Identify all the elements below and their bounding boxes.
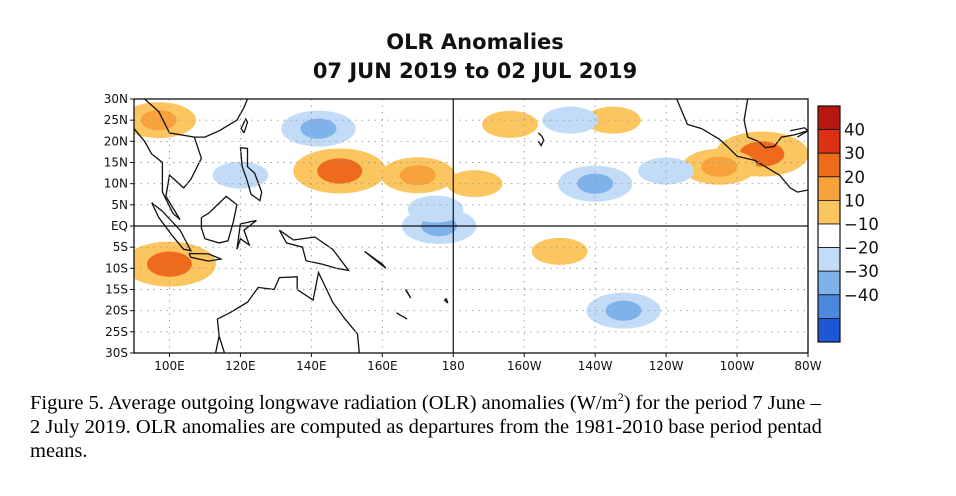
chart-subtitle: 07 JUN 2019 to 02 JUL 2019 — [312, 59, 638, 83]
y-tick-label: 5S — [113, 240, 128, 254]
caption-line1-text: Figure 5. Average outgoing longwave radi… — [30, 391, 618, 414]
colorbar-tick-label: 40 — [844, 121, 865, 140]
anomaly-core — [399, 165, 436, 186]
colorbar-frame — [817, 105, 841, 343]
colorbar-tick-label: 20 — [844, 168, 865, 187]
caption-line1-end: ) for the period 7 June – — [623, 391, 821, 414]
colorbar-segment — [817, 223, 841, 249]
coastline — [743, 99, 808, 149]
y-tick-label: 10S — [105, 261, 128, 275]
caption-superscript: 2 — [617, 390, 624, 404]
x-tick-label: 180 — [442, 359, 465, 373]
y-tick-label: 20N — [104, 134, 128, 148]
colorbar-segment — [817, 129, 841, 154]
x-tick-label: 80W — [794, 359, 821, 373]
anomaly-peak — [753, 146, 778, 162]
y-tick-label: 15N — [104, 156, 128, 170]
y-tick-label: 15S — [105, 283, 128, 297]
anomaly-core — [140, 110, 177, 131]
y-tick-label: 5N — [111, 198, 128, 212]
coastline — [151, 202, 192, 252]
coastline — [278, 229, 351, 272]
colorbar-segment — [817, 247, 841, 272]
colorbar-tick-label: 10 — [844, 191, 865, 210]
anomaly-halo — [407, 195, 464, 223]
coastline — [404, 289, 412, 299]
chart-title: OLR Anomalies — [386, 30, 564, 54]
colorbar-segment — [817, 317, 841, 343]
colorbar-tick-label: −30 — [844, 262, 879, 281]
coastline — [364, 250, 387, 269]
anomaly-halo — [446, 170, 503, 198]
x-tick-label: 140E — [296, 359, 327, 373]
anomaly-peak — [161, 256, 186, 272]
colorbar-segment — [817, 270, 841, 296]
x-tick-label: 120W — [649, 359, 684, 373]
coastline — [676, 99, 808, 193]
colorbar-segment — [817, 294, 841, 319]
x-tick-label: 120E — [225, 359, 256, 373]
anomaly-peak — [331, 163, 356, 179]
coastline — [239, 147, 263, 202]
caption-line3: means. — [30, 439, 88, 462]
y-tick-label: 10N — [104, 177, 128, 191]
anomaly-core — [701, 156, 738, 177]
colorbar-segment — [817, 176, 841, 201]
colorbar-segment — [817, 199, 841, 225]
coastline — [188, 252, 224, 262]
colorbar-tick-label: −20 — [844, 239, 879, 258]
y-tick-label: 30S — [105, 346, 128, 360]
anomaly-core — [300, 118, 337, 139]
x-tick-label: 100W — [720, 359, 755, 373]
anomaly-halo — [531, 237, 588, 265]
anomaly-halo — [584, 106, 641, 134]
colorbar-segment — [817, 152, 841, 178]
colorbar-tick-label: −10 — [844, 215, 879, 234]
anomaly-halo — [212, 161, 269, 189]
figure-caption: Figure 5. Average outgoing longwave radi… — [30, 385, 930, 463]
coastline — [790, 127, 808, 138]
y-tick-label: 25N — [104, 113, 128, 127]
coastline — [200, 195, 238, 244]
x-tick-label: 160W — [507, 359, 542, 373]
anomaly-halo — [482, 110, 538, 138]
x-tick-label: 160E — [367, 359, 398, 373]
x-tick-label: 100E — [154, 359, 185, 373]
coastline — [240, 117, 249, 134]
anomaly-core — [605, 300, 642, 321]
colorbar-tick-label: −40 — [844, 286, 879, 305]
coastline — [396, 312, 408, 320]
coastline — [194, 99, 249, 138]
colorbar-segment — [817, 105, 841, 131]
coastline — [214, 270, 360, 353]
olr-anomaly-map: 100E 120E 140E 160E 180 160W 140W 120W 100W 80W 30… — [104, 92, 879, 373]
coastline — [537, 132, 545, 147]
coastline — [443, 297, 449, 304]
caption-line2: 2 July 2019. OLR anomalies are computed … — [30, 415, 822, 438]
x-tick-label: 140W — [578, 359, 613, 373]
y-tick-label: EQ — [111, 219, 128, 233]
y-tick-label: 20S — [105, 304, 128, 318]
coastline — [134, 99, 203, 221]
colorbar-tick-label: 30 — [844, 144, 865, 163]
coastline — [236, 219, 257, 250]
y-tick-label: 30N — [104, 92, 128, 106]
y-tick-label: 25S — [105, 325, 128, 339]
